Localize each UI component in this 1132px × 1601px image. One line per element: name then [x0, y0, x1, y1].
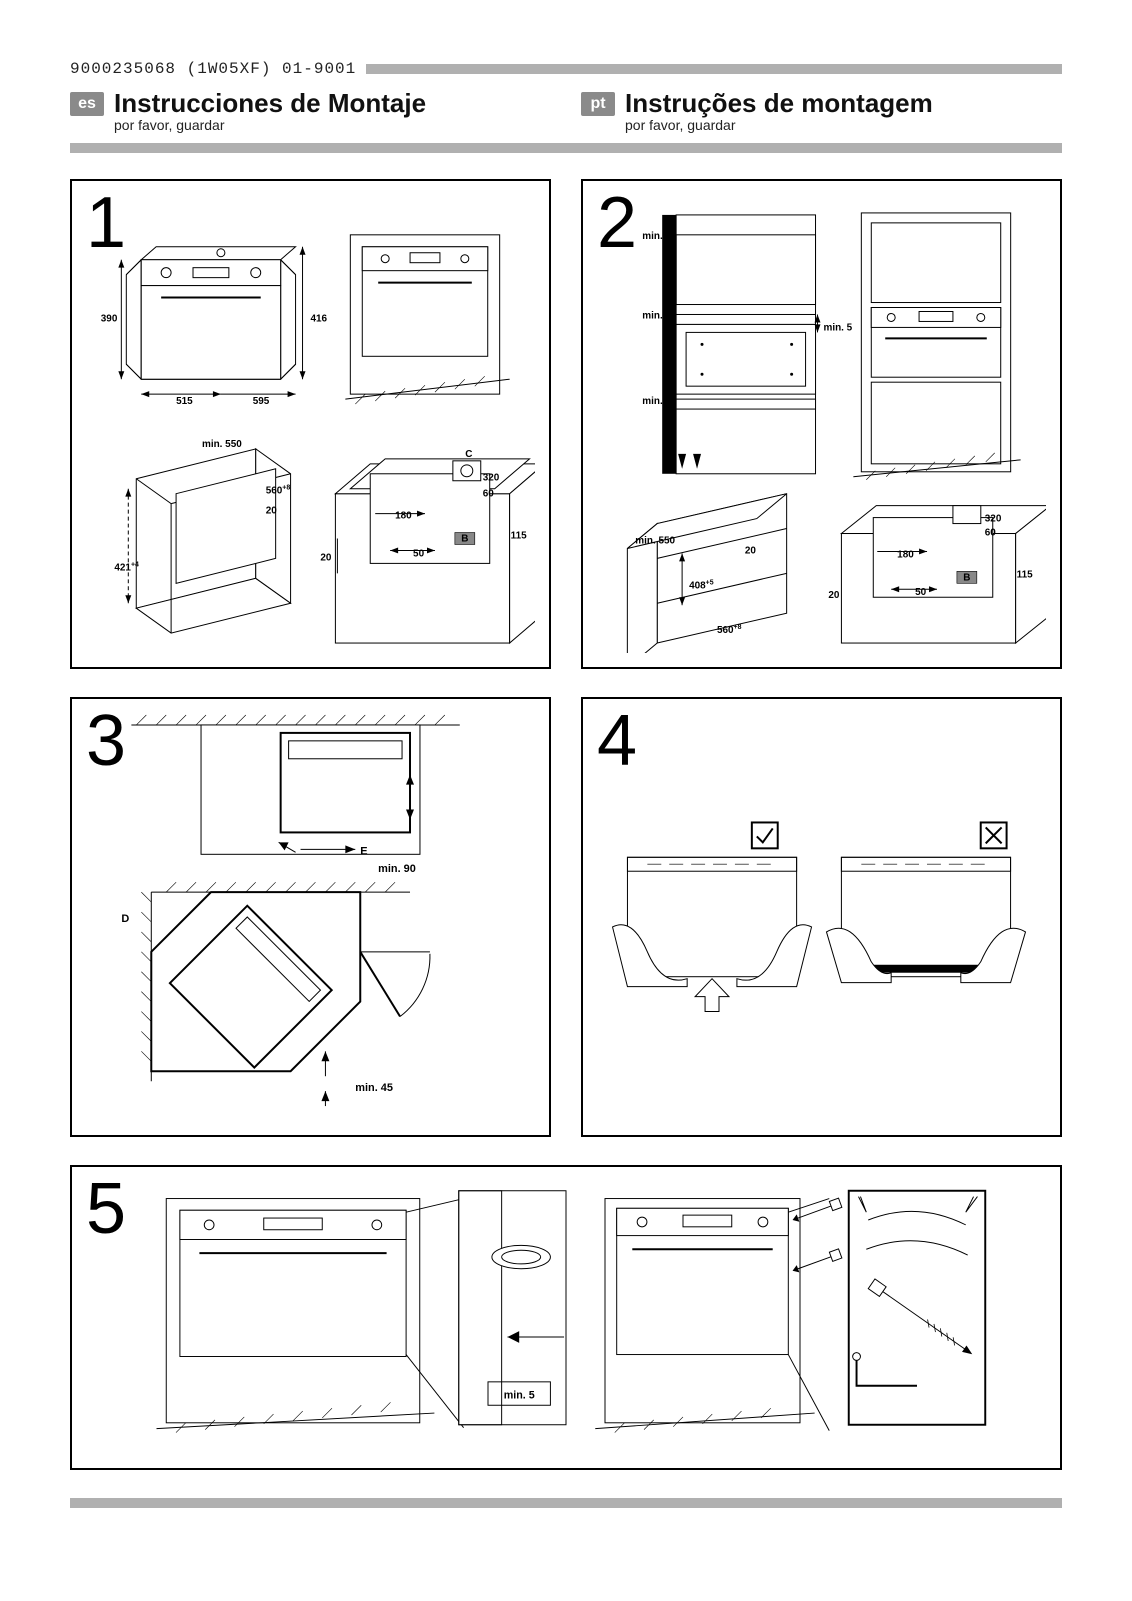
- dim-560: 560: [266, 486, 283, 497]
- p2-560: 560: [717, 625, 734, 636]
- dim-60: 60: [483, 489, 495, 500]
- dim-320: 320: [483, 473, 500, 484]
- step-number-1: 1: [86, 187, 126, 259]
- p3-E: E: [360, 845, 367, 857]
- lang-badge-pt: pt: [581, 92, 615, 116]
- p3-D: D: [121, 913, 129, 925]
- step-number-4: 4: [597, 705, 637, 777]
- svg-text:min. 550: min. 550: [635, 535, 675, 546]
- panel-1: 1 390: [70, 179, 551, 669]
- p2-320: 320: [985, 514, 1002, 525]
- p5-min5: min. 5: [504, 1389, 535, 1401]
- lang-badge-es: es: [70, 92, 104, 116]
- label-C: C: [465, 449, 472, 460]
- dim-416: 416: [311, 313, 328, 324]
- panel-2-svg: min. 20 min. 20 min. 20 min. 5: [597, 195, 1046, 653]
- row-2: 3: [70, 697, 1062, 1137]
- step-number-5: 5: [86, 1173, 126, 1245]
- title-pt: pt Instruções de montagem por favor, gua…: [581, 88, 1062, 133]
- svg-text:421+4: 421+4: [114, 561, 139, 573]
- p2-min5: min. 5: [823, 322, 852, 333]
- doc-number: 9000235068 (1W05XF) 01-9001: [70, 60, 356, 78]
- panel-3-svg: E min. 90 D: [86, 713, 535, 1121]
- step-number-2: 2: [597, 187, 637, 259]
- svg-text:min. 550: min. 550: [202, 439, 242, 450]
- titles-row: es Instrucciones de Montaje por favor, g…: [70, 88, 1062, 133]
- svg-text:560+8: 560+8: [717, 624, 742, 636]
- dim-595: 595: [253, 396, 270, 407]
- doc-number-row: 9000235068 (1W05XF) 01-9001: [70, 60, 1062, 78]
- p2-408: 408: [689, 580, 706, 591]
- p2-20b: 20: [828, 590, 840, 601]
- title-es: es Instrucciones de Montaje por favor, g…: [70, 88, 551, 133]
- dim-180: 180: [395, 511, 412, 522]
- dim-390: 390: [101, 313, 118, 324]
- p2-label-B: B: [963, 572, 970, 583]
- p3-min90: min. 90: [378, 863, 416, 875]
- row-3: 5: [70, 1165, 1062, 1470]
- dim-min550: min. 550: [202, 439, 242, 450]
- p2-115: 115: [1017, 569, 1034, 580]
- dim-115: 115: [511, 531, 528, 542]
- step-number-3: 3: [86, 705, 126, 777]
- subtitle-pt: por favor, guardar: [625, 117, 1062, 133]
- title-text-pt: Instruções de montagem: [625, 88, 933, 119]
- header-rule: [366, 64, 1062, 74]
- label-B: B: [461, 533, 468, 544]
- dim-20a: 20: [266, 506, 278, 517]
- panel-1-svg: 390 416 515 595: [86, 195, 535, 653]
- p2-min20b: min. 20: [642, 310, 677, 321]
- p3-min45: min. 45: [355, 1082, 393, 1094]
- panel-4-svg: [597, 713, 1046, 1121]
- dim-421: 421: [114, 562, 131, 573]
- footer-rule: [70, 1498, 1062, 1508]
- panel-5-svg: min. 5: [86, 1181, 1046, 1454]
- row-1: 1 390: [70, 179, 1062, 669]
- subtitle-es: por favor, guardar: [114, 117, 551, 133]
- panel-4: 4: [581, 697, 1062, 1137]
- p2-20: 20: [745, 545, 757, 556]
- panel-2: 2 min. 20 min. 20 min.: [581, 179, 1062, 669]
- dim-20b: 20: [320, 552, 332, 563]
- title-text-es: Instrucciones de Montaje: [114, 88, 426, 119]
- p2-min550: min. 550: [635, 535, 675, 546]
- panel-3: 3: [70, 697, 551, 1137]
- header-rule-full: [70, 143, 1062, 153]
- p2-min20a: min. 20: [642, 231, 677, 242]
- p2-60: 60: [985, 528, 997, 539]
- panel-5: 5: [70, 1165, 1062, 1470]
- p2-min20c: min. 20: [642, 396, 677, 407]
- dim-515: 515: [176, 396, 193, 407]
